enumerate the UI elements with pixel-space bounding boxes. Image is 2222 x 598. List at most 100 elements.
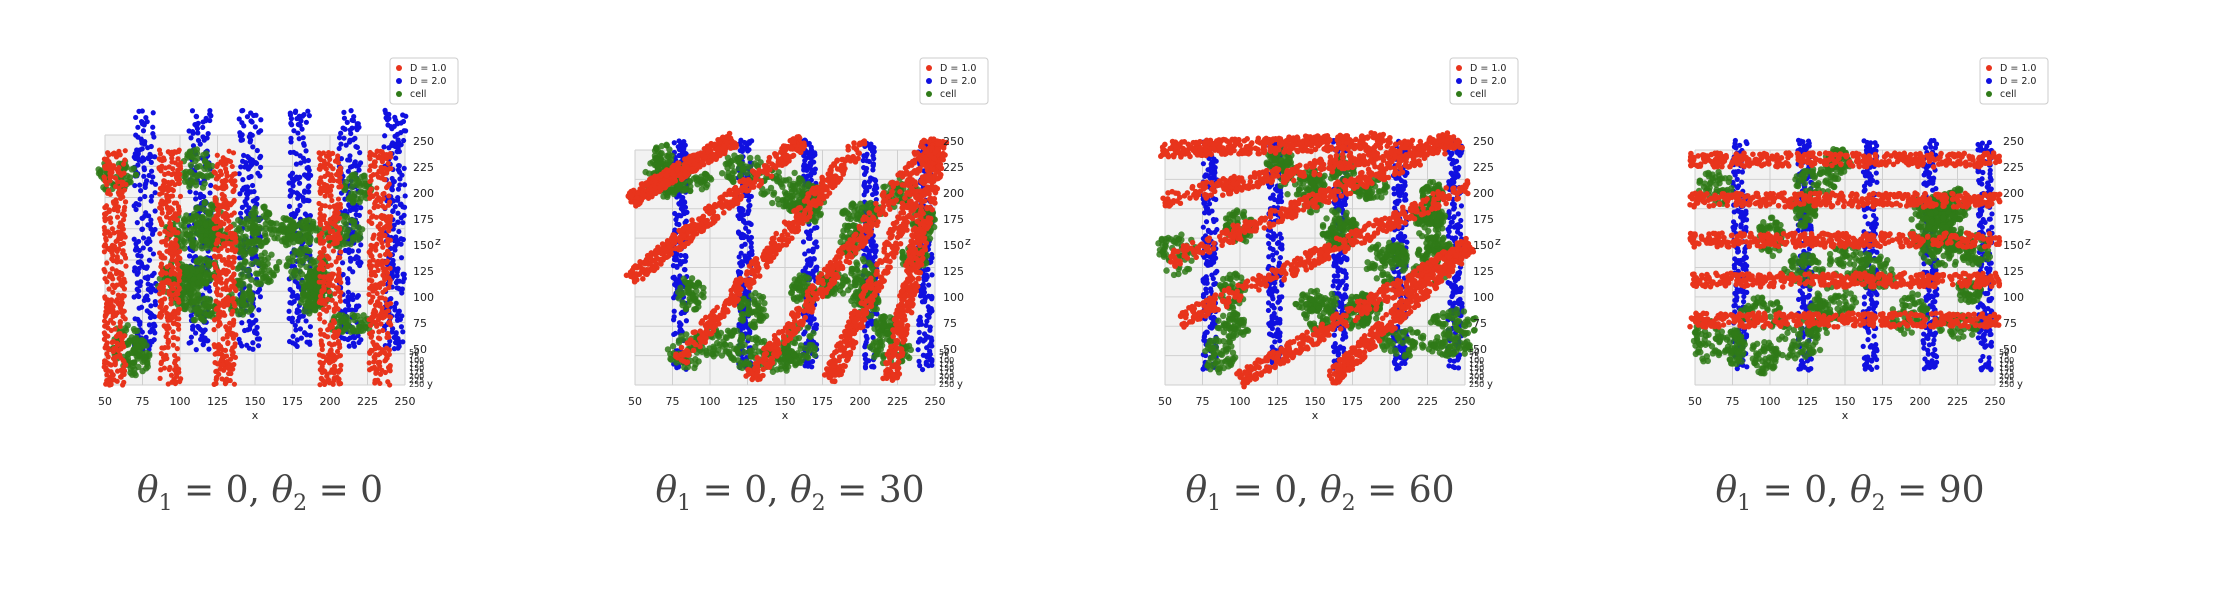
series-d2-column-point xyxy=(293,327,299,333)
series-d2-column-point xyxy=(802,363,808,369)
series-d1-band-point xyxy=(229,347,235,354)
series-d1-band-point xyxy=(223,261,229,267)
series-d2-column-point xyxy=(255,343,262,349)
series-d2-column-point xyxy=(148,217,154,223)
series-d2-column-point xyxy=(193,190,199,196)
series-d1-band-point xyxy=(378,214,384,220)
series-d1-band-point xyxy=(158,351,164,357)
series-cell-cluster-point xyxy=(275,258,283,266)
series-cell-cluster-point xyxy=(303,217,310,225)
series-d2-column-point xyxy=(401,165,407,172)
series-cell-cluster-point xyxy=(311,306,319,314)
series-d2-column-point xyxy=(190,128,196,135)
series-d2-column-point xyxy=(137,182,143,188)
series-cell-cluster-point xyxy=(349,234,357,241)
series-d1-band-point xyxy=(229,235,235,241)
series-d2-column-point xyxy=(189,108,196,114)
series-d2-column-point xyxy=(392,204,398,210)
series-d2-column-point xyxy=(306,167,312,173)
series-d1-band-point xyxy=(379,295,385,301)
series-d1-band-point xyxy=(107,233,113,239)
series-d1-band-point xyxy=(379,305,385,311)
series-d1-band-point xyxy=(371,319,377,325)
series-d1-band-point xyxy=(167,216,173,222)
series-d1-band-point xyxy=(380,244,386,250)
series-cell-cluster xyxy=(180,146,216,191)
series-d2-column-point xyxy=(138,188,144,194)
series-cell-cluster-point xyxy=(340,218,348,226)
series-cell-cluster-point xyxy=(349,180,357,187)
x-tick-label: 150 xyxy=(245,395,266,408)
series-d1-band-point xyxy=(337,298,344,304)
z-tick-label: 75 xyxy=(413,317,427,330)
series-d1-band-point xyxy=(119,340,125,346)
series-d1-band-point xyxy=(338,279,344,286)
series-d2-column-point xyxy=(287,193,293,199)
series-d1-band-point xyxy=(333,304,339,310)
series-d1-band-point xyxy=(162,228,168,234)
series-d2-column-point xyxy=(741,212,747,218)
series-cell-cluster-point xyxy=(247,248,254,255)
series-d1-band-point xyxy=(114,378,120,384)
series-d1-band-point xyxy=(116,275,122,281)
series-cell-cluster-point xyxy=(252,229,260,236)
series-d1-band-point xyxy=(326,360,333,366)
series-d1-band-point xyxy=(211,273,217,279)
series-d1-band-point xyxy=(171,213,177,219)
series-cell-cluster-point xyxy=(133,327,141,335)
series-cell-cluster-point xyxy=(198,227,206,234)
series-d2-column-point xyxy=(295,208,301,214)
series-cell-cluster-point xyxy=(241,257,249,265)
series-d1-band-point xyxy=(371,163,377,169)
series-d2-column-point xyxy=(398,255,405,261)
series-d2-column-point xyxy=(306,189,312,195)
series-d2-column-point xyxy=(188,135,194,141)
series-d1-band-point xyxy=(104,260,110,266)
series-d2-column-point xyxy=(353,207,359,213)
series-d2-column-point xyxy=(147,246,153,252)
series-d2-column-point xyxy=(137,283,143,289)
series-d1-band-point xyxy=(226,148,232,154)
series-cell-cluster-point xyxy=(296,251,303,258)
series-d1-band-point xyxy=(331,308,337,314)
series-d2-column-point xyxy=(402,193,408,199)
series-d1-band-point xyxy=(368,330,374,336)
series-d2-column-point xyxy=(140,245,146,251)
series-d1-band-point xyxy=(336,379,342,385)
series-d1-band-point xyxy=(369,278,375,284)
series-d1-band-point xyxy=(328,347,334,353)
series-d1-band-point xyxy=(109,371,116,377)
series-d2-column-point xyxy=(152,226,158,233)
series-d2-column-point xyxy=(339,260,346,266)
series-d1-band-point xyxy=(384,170,390,176)
series-d2-column-point xyxy=(346,247,352,253)
series-d2-column-point xyxy=(286,308,292,314)
series-d1-band-point xyxy=(214,374,220,381)
y-tick-label: 225 xyxy=(409,376,424,385)
series-d1-band-point xyxy=(172,352,178,358)
series-cell-cluster-point xyxy=(239,233,247,241)
series-d1-band-point xyxy=(168,301,174,307)
series-d2-column-point xyxy=(193,196,199,202)
series-d2-column-point xyxy=(353,211,359,218)
series-d2-column-point xyxy=(681,267,688,273)
series-d1-band-point xyxy=(214,163,220,170)
series-d2-column-point xyxy=(303,318,309,324)
series-cell-cluster-point xyxy=(203,172,211,179)
series-d2-column-point xyxy=(288,120,294,126)
series-d2-column-point xyxy=(145,276,151,282)
series-d1-band-point xyxy=(384,223,390,229)
series-cell-cluster-point xyxy=(197,314,204,322)
series-d1-band-point xyxy=(319,202,325,209)
series-d1-band-point xyxy=(161,355,168,362)
series-d1-band-point xyxy=(227,320,233,326)
theta1-symbol: θ xyxy=(136,470,159,511)
series-d1-band-point xyxy=(178,376,184,382)
series-d2-column-point xyxy=(347,137,353,143)
series-d2-column-point xyxy=(396,228,402,235)
series-d1-band-point xyxy=(171,227,177,233)
series-d1-band-point xyxy=(115,292,121,298)
series-d2-column-point xyxy=(396,278,403,284)
series-d1-band-point xyxy=(232,239,239,245)
series-d1-band-point xyxy=(387,265,393,271)
